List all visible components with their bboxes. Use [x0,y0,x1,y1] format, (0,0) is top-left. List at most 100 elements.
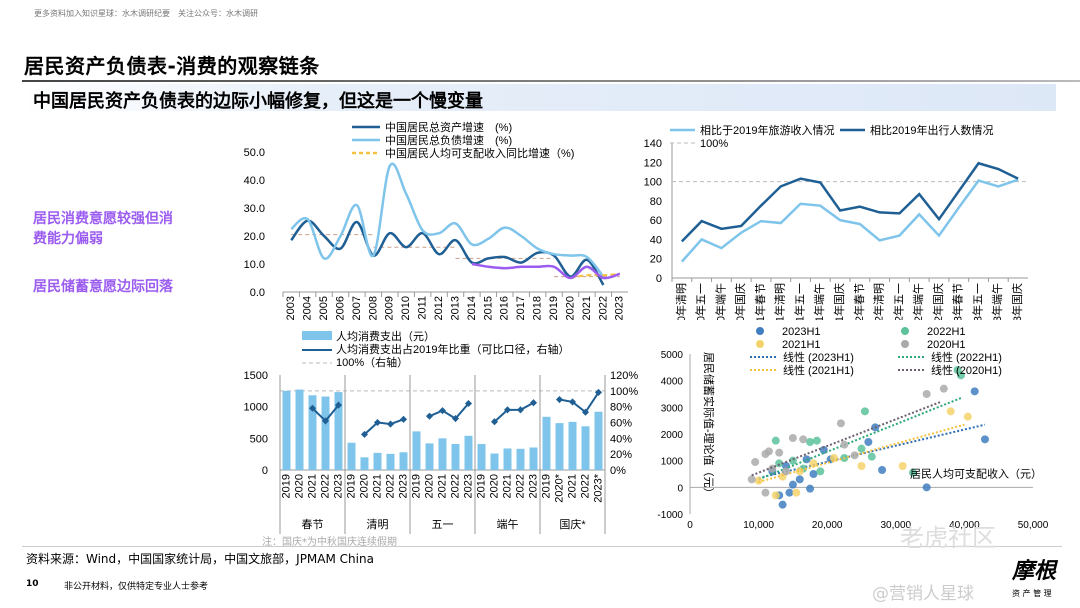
legend-label: 2021H1 [782,339,821,351]
series-line-3 [471,262,621,280]
scatter-point [963,412,972,421]
y2-tick-label: 40% [610,433,632,445]
x-tick-label: 20,000 [812,520,843,531]
x-tick-label: 2020年国庆 [733,283,747,320]
bar [516,448,525,470]
scatter-point [792,488,801,497]
page-number: 10 [26,579,39,589]
scatter-point [939,384,948,393]
x-tick-label: 2023年端午 [990,283,1004,320]
series-line-1 [680,161,1019,243]
x-tick-label: 2016 [499,296,511,320]
x-tick-label: 2021 [581,296,593,320]
bar [386,453,395,470]
y-tick-label: 500 [250,433,268,445]
y-tick-label: 5000 [661,350,684,361]
bar [399,452,408,470]
pct-marker [386,420,395,428]
legend-label: 相比2019年出行人数情况 [870,123,993,137]
x-tick-label: 2020 [423,474,435,498]
bar [503,448,512,470]
y-tick-label: 1500 [244,370,268,382]
top-note: 更多资料加入知识星球：水木调研纪要 关注公众号：水木调研 [34,9,258,18]
bar [581,426,590,470]
trend-line [751,401,941,477]
x-tick-label: 10,000 [743,520,774,531]
x-tick-label: 2022年端午 [911,283,925,320]
y2-tick-label: 120% [610,370,638,382]
y-tick-label: 100 [644,177,662,189]
y-tick-label: 0 [677,483,683,494]
x-tick-label: 2022年清明 [872,283,886,320]
x-tick-label: 2020 [293,474,305,498]
series-line-0 [680,178,1019,263]
x-tick-label: 2005 [318,296,330,320]
x-tick-label: 2015 [482,296,494,320]
y-tick-label: 40 [650,234,662,246]
scatter-point [956,371,965,380]
pct-marker [568,398,577,406]
bar [451,444,460,470]
bar [347,442,356,470]
x-tick-label: 2014 [466,296,478,320]
x-tick-label: 2021年清明 [773,283,787,320]
y-tick-label: 80 [650,196,662,208]
legend-marker [756,327,764,335]
x-tick-label: 2023年五一 [970,283,984,320]
scatter-point [775,459,784,468]
bar [412,431,421,470]
savings-scatter-chart: -1000 0 1000 2000 3000 4000 5000 0 10,000 20,000 3… [657,326,1048,531]
company-logo-sub: 资 产 管 理 [1012,589,1052,598]
scatter-point [980,435,989,444]
y-tick-label: 140 [644,138,662,150]
bar [594,411,603,470]
pct-marker [308,404,317,412]
pct-marker [490,418,499,426]
bar [308,395,317,470]
legend-marker [901,327,909,335]
scatter-point [809,459,818,468]
y-tick-label: 40.0 [244,175,265,187]
scatter-point [860,407,869,416]
source-text: 资料来源：Wind，中国国家统计局，中国文旅部，JPMAM China [26,552,374,566]
pct-line [493,401,534,423]
scatter-point [816,467,825,476]
series-line-0 [290,219,605,286]
subtitle-band [22,84,1056,111]
x-tick-label: 2010 [400,296,412,320]
scatter-point [857,462,866,470]
watermark-marketing: @营销人星球 [872,584,974,604]
pct-marker [581,408,590,416]
y2-tick-label: 0% [610,465,626,477]
pct-marker [464,399,473,408]
y2-tick-label: 20% [610,449,632,461]
scatter-point [864,438,873,446]
bar [295,389,304,470]
x-tick-label: 2019 [280,474,292,498]
pct-marker [529,399,538,407]
pct-marker [555,396,564,404]
x-tick-label: 2008 [367,296,379,320]
bar [425,443,434,470]
x-tick-label: 2020 [488,474,500,498]
trend-line [758,397,962,481]
scatter-point [850,451,859,460]
y2-tick-label: 100% [610,386,638,398]
x-tick-label: 2019 [410,474,422,498]
group-label: 五一 [432,519,454,531]
x-tick-label: 2021 [501,474,513,498]
scatter-point [922,390,931,398]
x-tick-label: 2011 [417,296,429,320]
bar [542,416,551,470]
y-tick-label: 1000 [661,457,684,468]
x-tick-label: 2020年端午 [713,283,727,320]
pct-marker [334,401,343,409]
y-tick-label: 4000 [661,377,684,388]
legend-label: 2020H1 [927,339,966,351]
tourism-recovery-chart: 0 20 40 60 80 100 120 140 2020年清明 2020年五一 2020年端午 2… [644,123,1028,320]
legend-label: 2022H1 [927,326,966,338]
scatter-point [788,456,797,465]
group-label: 端午 [497,518,519,531]
y2-tick-label: 60% [610,418,632,430]
legend-label: 线性 (2023H1) [783,350,854,364]
